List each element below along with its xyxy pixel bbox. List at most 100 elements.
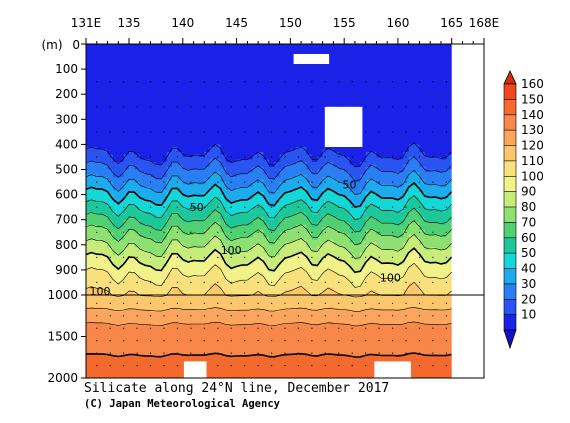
contour-cell <box>166 244 173 248</box>
contour-cell <box>107 344 114 348</box>
contour-cell <box>86 74 92 78</box>
contour-cell <box>236 94 243 98</box>
contour-cell <box>225 174 232 178</box>
contour-cell <box>112 217 119 221</box>
contour-cell <box>204 126 211 130</box>
contour-cell <box>263 177 270 180</box>
contour-cell <box>145 164 151 168</box>
contour-cell <box>112 94 119 98</box>
contour-cell <box>247 192 254 195</box>
contour-cell <box>129 144 135 148</box>
contour-cell <box>241 277 248 281</box>
contour-cell <box>91 149 98 153</box>
contour-cell <box>112 177 119 180</box>
contour-cell <box>231 64 237 67</box>
contour-cell <box>145 94 151 98</box>
contour-cell <box>172 305 178 308</box>
contour-cell <box>134 54 141 57</box>
contour-cell <box>198 289 205 293</box>
contour-cell <box>91 86 98 90</box>
contour-cell <box>215 344 221 348</box>
contour-cell <box>198 244 205 248</box>
contour-cell <box>209 121 216 125</box>
contour-cell <box>107 81 114 85</box>
contour-cell <box>209 242 216 246</box>
contour-cell <box>204 109 211 113</box>
contour-cell <box>241 328 248 331</box>
contour-cell <box>274 109 281 113</box>
contour-cell <box>268 252 275 256</box>
contour-cell <box>129 66 135 70</box>
contour-cell <box>215 59 221 62</box>
contour-cell <box>274 106 281 110</box>
contour-cell <box>161 287 168 291</box>
contour-cell <box>172 207 178 211</box>
contour-cell <box>102 319 108 323</box>
contour-cell <box>247 229 254 233</box>
contour-cell <box>215 204 221 208</box>
contour-cell <box>215 264 221 268</box>
contour-cell <box>161 61 168 65</box>
contour-cell <box>86 146 92 150</box>
contour-cell <box>252 101 259 105</box>
contour-cell <box>91 224 98 228</box>
contour-cell <box>102 54 108 57</box>
contour-cell <box>172 202 178 206</box>
contour-cell <box>274 91 281 95</box>
contour-cell <box>150 367 157 371</box>
contour-cell <box>145 104 151 108</box>
contour-cell <box>177 338 184 342</box>
contour-cell <box>112 307 119 310</box>
contour-cell <box>247 272 254 276</box>
contour-cell <box>182 54 189 57</box>
contour-cell <box>129 177 135 180</box>
contour-cell <box>139 328 146 331</box>
contour-cell <box>96 202 103 206</box>
contour-cell <box>268 212 275 216</box>
contour-cell <box>247 56 254 60</box>
contour-cell <box>188 101 194 105</box>
contour-cell <box>220 259 227 263</box>
contour-cell <box>274 192 281 195</box>
contour-cell <box>193 74 200 78</box>
contour-cell <box>182 172 189 175</box>
contour-cell <box>155 297 162 300</box>
contour-cell <box>209 144 216 148</box>
contour-cell <box>193 297 200 300</box>
contour-cell <box>155 224 162 228</box>
contour-cell <box>247 202 254 206</box>
contour-cell <box>161 307 168 310</box>
contour-cell <box>188 282 194 286</box>
contour-cell <box>188 272 194 276</box>
contour-cell <box>225 272 232 276</box>
contour-cell <box>129 259 135 263</box>
contour-cell <box>112 269 119 273</box>
contour-cell <box>172 307 178 310</box>
contour-cell <box>150 214 157 218</box>
contour-cell <box>134 121 141 125</box>
contour-cell <box>198 184 205 188</box>
contour-cell <box>129 91 135 95</box>
contour-cell <box>274 177 281 180</box>
contour-cell <box>155 84 162 88</box>
contour-cell <box>172 124 178 128</box>
contour-cell <box>96 156 103 160</box>
contour-cell <box>193 59 200 62</box>
contour-cell <box>215 330 221 333</box>
contour-cell <box>198 305 205 308</box>
contour-cell <box>161 114 168 118</box>
contour-cell <box>247 309 254 312</box>
contour-cell <box>220 124 227 128</box>
contour-cell <box>118 219 125 223</box>
contour-cell <box>193 326 200 329</box>
contour-cell <box>247 71 254 75</box>
contour-cell <box>139 375 146 378</box>
contour-cell <box>236 338 243 342</box>
contour-cell <box>268 209 275 213</box>
contour-cell <box>198 149 205 153</box>
contour-cell <box>241 242 248 246</box>
contour-cell <box>252 209 259 213</box>
contour-cell <box>139 371 146 375</box>
contour-cell <box>112 348 119 352</box>
contour-cell <box>193 86 200 90</box>
